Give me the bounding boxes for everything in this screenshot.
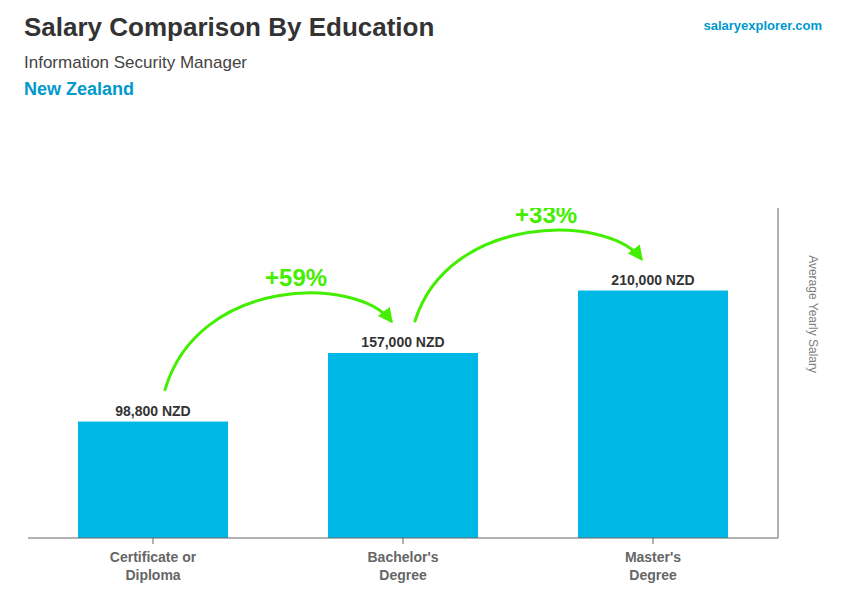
svg-text:157,000 NZD: 157,000 NZD bbox=[361, 334, 444, 350]
svg-text:Bachelor'sDegree: Bachelor'sDegree bbox=[367, 549, 438, 583]
svg-text:210,000 NZD: 210,000 NZD bbox=[611, 272, 694, 288]
svg-text:Master'sDegree: Master'sDegree bbox=[625, 549, 681, 583]
html-text:Salary Comparison By Education: Salary Comparison By Education bbox=[24, 12, 435, 42]
svg-text:Average Yearly Salary: Average Yearly Salary bbox=[806, 255, 820, 373]
html-text:salaryexplorer.com: salaryexplorer.com bbox=[703, 18, 822, 33]
html-text:New Zealand: New Zealand bbox=[24, 79, 134, 99]
svg-text:+59%: +59% bbox=[265, 264, 327, 291]
svg-text:98,800 NZD: 98,800 NZD bbox=[115, 403, 190, 419]
html-text:Information Security Manager: Information Security Manager bbox=[24, 53, 247, 72]
svg-text:Certificate orDiploma: Certificate orDiploma bbox=[110, 549, 197, 583]
svg-text:+33%: +33% bbox=[515, 208, 577, 228]
